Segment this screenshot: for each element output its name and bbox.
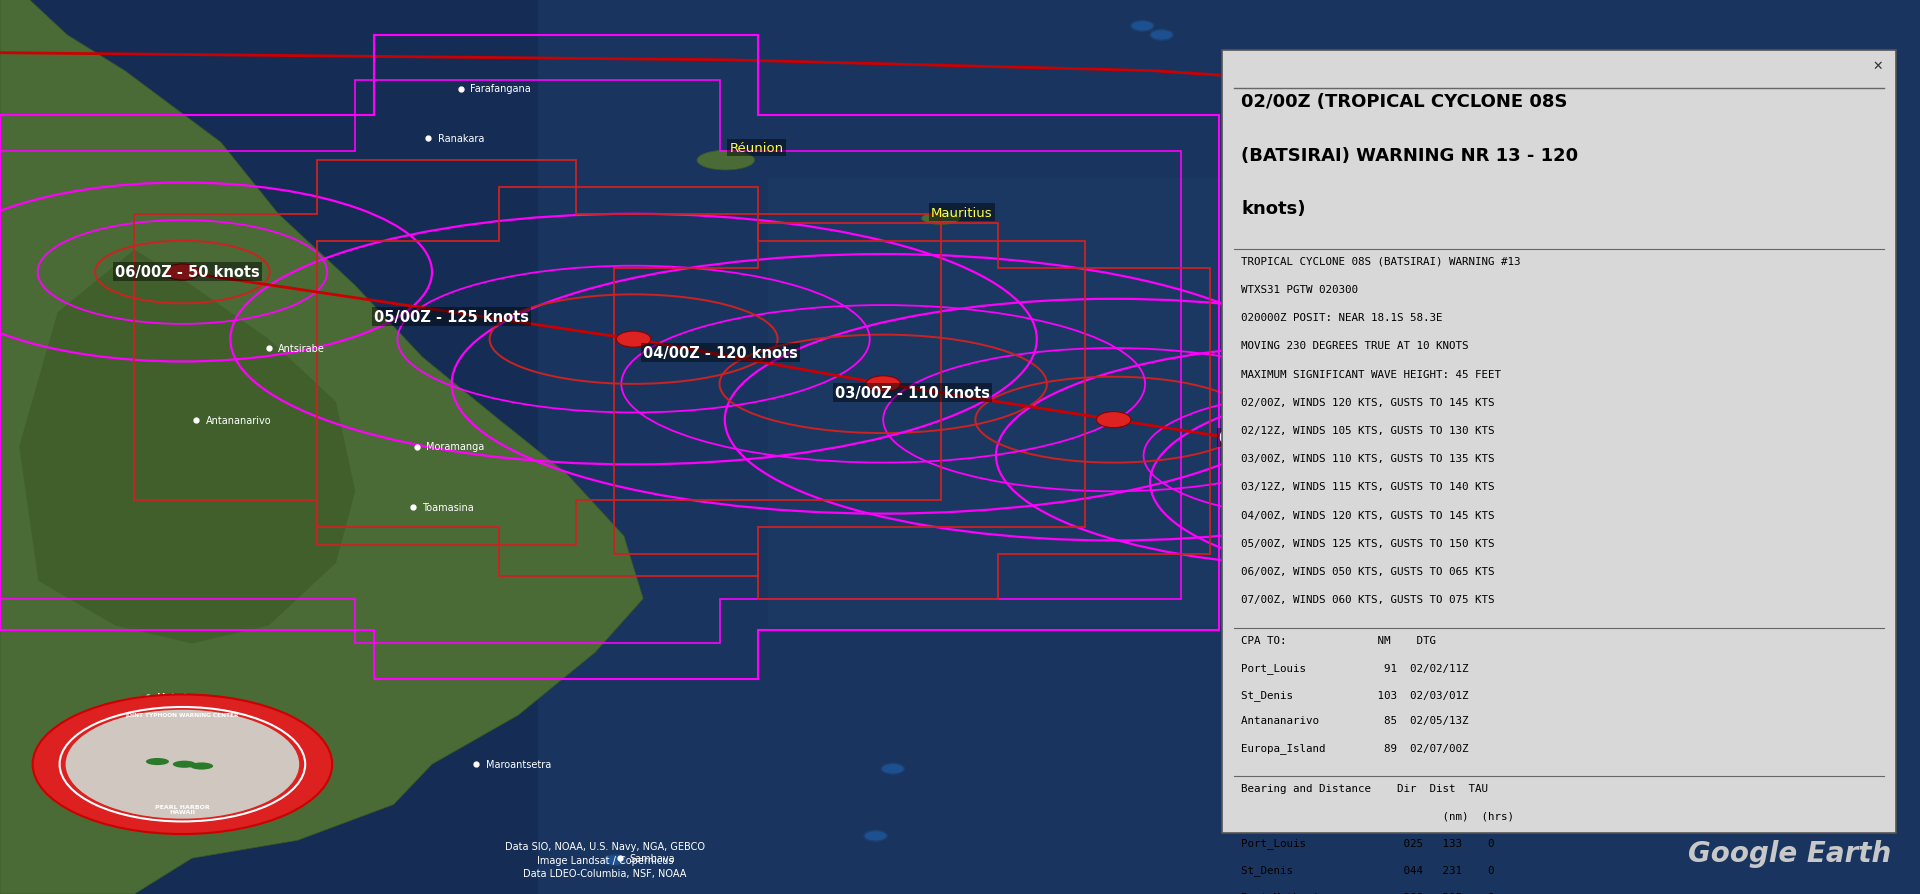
Text: Data SIO, NOAA, U.S. Navy, NGA, GEBCO
Image Landsat / Copernicus
Data LDEO-Colum: Data SIO, NOAA, U.S. Navy, NGA, GEBCO Im… <box>505 841 705 878</box>
Text: Google Earth: Google Earth <box>1688 839 1891 867</box>
Text: 05/00Z, WINDS 125 KTS, GUSTS TO 150 KTS: 05/00Z, WINDS 125 KTS, GUSTS TO 150 KTS <box>1240 538 1496 548</box>
Text: 06/00Z, WINDS 050 KTS, GUSTS TO 065 KTS: 06/00Z, WINDS 050 KTS, GUSTS TO 065 KTS <box>1240 567 1496 577</box>
Text: 02/00Z, WINDS 120 KTS, GUSTS TO 145 KTS: 02/00Z, WINDS 120 KTS, GUSTS TO 145 KTS <box>1240 397 1496 408</box>
Circle shape <box>603 855 626 865</box>
Text: MOVING 230 DEGREES TRUE AT 10 KNOTS: MOVING 230 DEGREES TRUE AT 10 KNOTS <box>1240 341 1469 351</box>
Circle shape <box>1559 485 1590 499</box>
Text: WTXS31 PGTW 020300: WTXS31 PGTW 020300 <box>1240 284 1357 295</box>
Text: Antsirabe: Antsirabe <box>278 343 324 354</box>
Text: (BATSIRAI) WARNING NR 13 - 120: (BATSIRAI) WARNING NR 13 - 120 <box>1240 147 1578 164</box>
Text: Mahajanga: Mahajanga <box>157 692 211 703</box>
Text: Toamasina: Toamasina <box>422 502 474 513</box>
Circle shape <box>65 710 300 819</box>
Text: 03/12Z, WINDS 115 KTS, GUSTS TO 140 KTS: 03/12Z, WINDS 115 KTS, GUSTS TO 140 KTS <box>1240 482 1496 492</box>
Circle shape <box>1150 30 1173 41</box>
Text: Port_Louis               025   133    0: Port_Louis 025 133 0 <box>1240 837 1496 848</box>
Text: CPA TO:              NM    DTG: CPA TO: NM DTG <box>1240 635 1436 645</box>
Text: Maroantsetra: Maroantsetra <box>486 759 551 770</box>
Circle shape <box>616 332 651 348</box>
Circle shape <box>1131 21 1154 32</box>
Text: Bearing and Distance    Dir  Dist  TAU: Bearing and Distance Dir Dist TAU <box>1240 783 1488 794</box>
Circle shape <box>1442 475 1476 491</box>
Ellipse shape <box>697 151 755 171</box>
Ellipse shape <box>190 763 213 770</box>
Ellipse shape <box>173 761 196 768</box>
Text: (nm)  (hrs): (nm) (hrs) <box>1240 810 1515 821</box>
Text: 020000Z POSIT: NEAR 18.1S 58.3E: 020000Z POSIT: NEAR 18.1S 58.3E <box>1240 313 1442 323</box>
FancyBboxPatch shape <box>768 179 1248 626</box>
Polygon shape <box>19 250 355 644</box>
Ellipse shape <box>146 758 169 765</box>
Circle shape <box>864 831 887 841</box>
Circle shape <box>1096 412 1131 428</box>
Text: Réunion: Réunion <box>730 142 783 155</box>
Ellipse shape <box>922 213 960 225</box>
Text: Antananarivo          85  02/05/13Z: Antananarivo 85 02/05/13Z <box>1240 715 1469 726</box>
Text: PEARL HARBOR
HAWAII: PEARL HARBOR HAWAII <box>156 804 209 814</box>
Circle shape <box>33 695 332 834</box>
Circle shape <box>1655 491 1686 505</box>
Circle shape <box>1751 496 1782 510</box>
Polygon shape <box>0 0 643 894</box>
Circle shape <box>881 763 904 774</box>
Text: 05/00Z - 125 knots: 05/00Z - 125 knots <box>374 310 530 325</box>
Text: Antananarivo: Antananarivo <box>205 415 271 426</box>
Text: 07/00Z, WINDS 060 KTS, GUSTS TO 075 KTS: 07/00Z, WINDS 060 KTS, GUSTS TO 075 KTS <box>1240 595 1496 604</box>
Text: Sambava: Sambava <box>630 853 676 864</box>
Text: 04/00Z, WINDS 120 KTS, GUSTS TO 145 KTS: 04/00Z, WINDS 120 KTS, GUSTS TO 145 KTS <box>1240 510 1496 520</box>
Text: Mauritius: Mauritius <box>931 207 993 219</box>
Text: 04/00Z - 120 knots: 04/00Z - 120 knots <box>643 346 799 360</box>
Circle shape <box>165 265 200 281</box>
Circle shape <box>1327 448 1361 464</box>
Text: JOINT TYPHOON WARNING CENTER: JOINT TYPHOON WARNING CENTER <box>125 713 240 718</box>
Text: 03/00Z - 110 knots: 03/00Z - 110 knots <box>835 386 991 401</box>
Text: 02/00Z (TROPICAL CYCLONE 08S: 02/00Z (TROPICAL CYCLONE 08S <box>1240 93 1569 111</box>
Text: 03/00Z, WINDS 110 KTS, GUSTS TO 135 KTS: 03/00Z, WINDS 110 KTS, GUSTS TO 135 KTS <box>1240 454 1496 464</box>
Text: ✕: ✕ <box>1872 60 1882 73</box>
Text: 06/00Z - 50 knots: 06/00Z - 50 knots <box>115 266 259 280</box>
Text: Europa_Island         89  02/07/00Z: Europa_Island 89 02/07/00Z <box>1240 742 1469 754</box>
Text: Port_Mathurin            288   305    0: Port_Mathurin 288 305 0 <box>1240 890 1496 894</box>
Text: 02/12Z - 105 knots: 02/12Z - 105 knots <box>1219 431 1375 445</box>
Text: Ranakara: Ranakara <box>438 133 484 144</box>
Text: TROPICAL CYCLONE 08S (BATSIRAI) WARNING #13: TROPICAL CYCLONE 08S (BATSIRAI) WARNING … <box>1240 257 1521 266</box>
Text: MAXIMUM SIGNIFICANT WAVE HEIGHT: 45 FEET: MAXIMUM SIGNIFICANT WAVE HEIGHT: 45 FEET <box>1240 369 1501 379</box>
Text: St_Denis             103  02/03/01Z: St_Denis 103 02/03/01Z <box>1240 688 1469 700</box>
Circle shape <box>866 376 900 392</box>
Text: knots): knots) <box>1240 200 1306 218</box>
Circle shape <box>1847 502 1878 517</box>
Text: Moramanga: Moramanga <box>426 442 484 452</box>
Text: Farafangana: Farafangana <box>470 84 532 95</box>
FancyBboxPatch shape <box>538 0 1920 894</box>
FancyBboxPatch shape <box>1221 51 1895 833</box>
Text: St_Denis                 044   231    0: St_Denis 044 231 0 <box>1240 864 1496 875</box>
Text: Port_Louis            91  02/02/11Z: Port_Louis 91 02/02/11Z <box>1240 662 1469 673</box>
Text: 02/12Z, WINDS 105 KTS, GUSTS TO 130 KTS: 02/12Z, WINDS 105 KTS, GUSTS TO 130 KTS <box>1240 426 1496 435</box>
